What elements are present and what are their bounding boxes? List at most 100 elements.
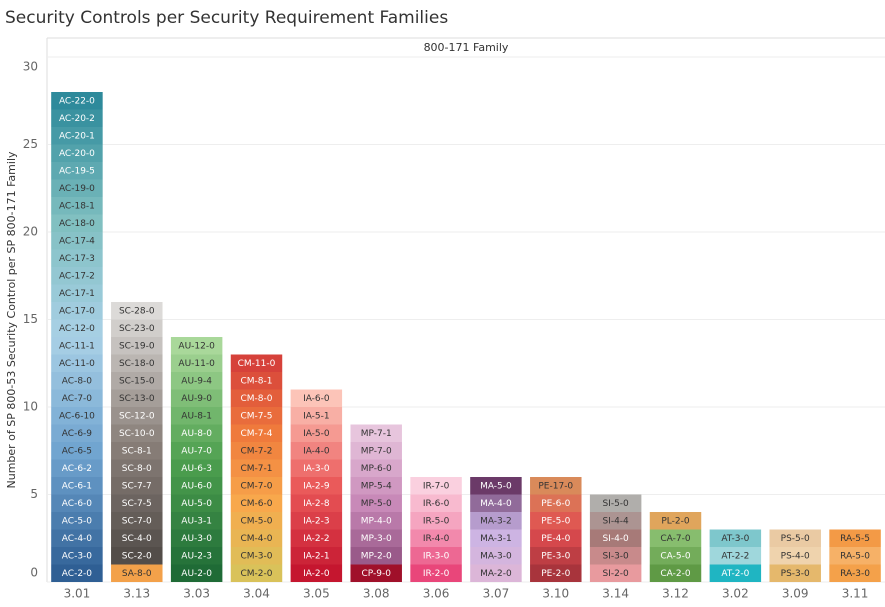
segment-label: IA-3-0	[303, 464, 330, 474]
bar-segment	[290, 564, 343, 582]
bar-segment	[470, 564, 522, 582]
segment-label: SI-3-0	[602, 551, 629, 561]
bar-segment	[709, 547, 762, 565]
bar-segment	[111, 302, 163, 320]
segment-label: CA-2-0	[660, 569, 690, 579]
bar-segment	[709, 529, 762, 547]
segment-label: AC-17-4	[59, 236, 95, 246]
bar-segment	[410, 477, 462, 495]
bar-segment	[170, 459, 223, 477]
segment-label: SC-28-0	[119, 306, 155, 316]
x-tick-label: 3.01	[64, 587, 91, 601]
bar-segment	[530, 547, 582, 565]
chart-title: Security Controls per Security Requireme…	[5, 8, 448, 28]
segment-label: IA-2-0	[303, 569, 330, 579]
segment-label: AU-2-3	[181, 551, 212, 561]
segment-label: SC-13-0	[119, 394, 155, 404]
segment-label: MP-2-0	[361, 551, 392, 561]
bar-segment	[170, 494, 223, 512]
bar-segment	[290, 529, 343, 547]
segment-label: AU-12-0	[178, 341, 215, 351]
segment-label: PS-5-0	[781, 534, 810, 544]
segment-label: AC-20-1	[59, 131, 95, 141]
bar-segment	[51, 92, 103, 110]
x-tick-label: 3.05	[303, 587, 330, 601]
segment-label: CM-7-2	[241, 446, 273, 456]
bar-segment	[230, 564, 283, 582]
bar-segment	[111, 407, 163, 425]
bar-segment	[51, 547, 103, 565]
x-tick-label: 3.02	[722, 587, 749, 601]
bar-segment	[111, 477, 163, 495]
segment-label: MA-5-0	[480, 481, 512, 491]
segment-label: CM-8-1	[241, 376, 273, 386]
bar-segment	[111, 547, 163, 565]
segment-label: SC-23-0	[119, 324, 155, 334]
segment-label: AC-20-2	[59, 114, 95, 124]
segment-label: SC-19-0	[119, 341, 155, 351]
segment-label: IR-3-0	[423, 551, 450, 561]
bar-segment	[350, 494, 402, 512]
segment-label: MP-5-4	[361, 481, 392, 491]
x-tick-label: 3.03	[183, 587, 210, 601]
bar-segment	[51, 214, 103, 232]
bar-segment	[111, 424, 163, 442]
segment-label: AU-5-0	[181, 499, 212, 509]
segment-label: CM-7-4	[241, 429, 273, 439]
bar-segment	[111, 337, 163, 355]
segment-label: AT-3-0	[721, 534, 749, 544]
segment-label: AC-6-1	[62, 481, 92, 491]
x-tick-label: 3.08	[363, 587, 390, 601]
y-tick-label: 15	[23, 312, 38, 326]
bar-segment	[769, 564, 821, 582]
segment-label: RA-5-0	[840, 551, 870, 561]
segment-label: CM-7-1	[241, 464, 273, 474]
bar-segment	[51, 267, 103, 285]
segment-label: SC-2-0	[122, 551, 152, 561]
x-tick-label: 3.07	[483, 587, 510, 601]
y-tick-label: 0	[30, 566, 38, 580]
segment-label: MP-5-0	[361, 499, 392, 509]
segment-label: IA-2-9	[303, 481, 330, 491]
bar-segment	[51, 232, 103, 250]
bar-segment	[230, 442, 283, 460]
bar-segment	[170, 424, 223, 442]
bar-segment	[230, 459, 283, 477]
segment-label: AT-2-2	[721, 551, 749, 561]
bar-segment	[170, 547, 223, 565]
bar-segment	[51, 459, 103, 477]
x-tick-label: 3.13	[123, 587, 150, 601]
segment-label: AC-12-0	[59, 324, 95, 334]
y-tick-label: 10	[23, 400, 38, 414]
segment-label: AC-18-0	[59, 219, 95, 229]
y-axis-label: Number of SP 800-53 Security Control per…	[5, 151, 18, 489]
segment-label: MP-6-0	[361, 464, 392, 474]
bar-segment	[410, 494, 462, 512]
bar-segment	[170, 407, 223, 425]
segment-label: AU-8-1	[181, 411, 212, 421]
segment-label: MP-7-0	[361, 446, 392, 456]
segment-label: IA-2-8	[303, 499, 330, 509]
segment-label: AC-3-0	[62, 551, 93, 561]
bar-segment	[230, 512, 283, 530]
y-tick-label: 30	[23, 60, 38, 74]
bar-segment	[290, 424, 343, 442]
segment-label: AC-2-0	[62, 569, 93, 579]
segment-label: IA-2-2	[303, 534, 330, 544]
segment-label: CM-3-0	[241, 551, 273, 561]
bar-segment	[170, 354, 223, 372]
bar-segment	[51, 477, 103, 495]
segment-label: SC-7-7	[122, 481, 152, 491]
bar-segment	[530, 512, 582, 530]
bar-segment	[51, 319, 103, 337]
bar-segment	[769, 547, 821, 565]
segment-label: CM-2-0	[241, 569, 273, 579]
bar-segment	[51, 372, 103, 390]
segment-label: IA-6-0	[303, 394, 330, 404]
segment-label: PS-3-0	[781, 569, 810, 579]
segment-label: CM-7-0	[241, 481, 273, 491]
segment-label: SI-4-0	[602, 534, 629, 544]
segment-label: AC-19-5	[59, 166, 95, 176]
segment-label: PE-5-0	[541, 516, 570, 526]
